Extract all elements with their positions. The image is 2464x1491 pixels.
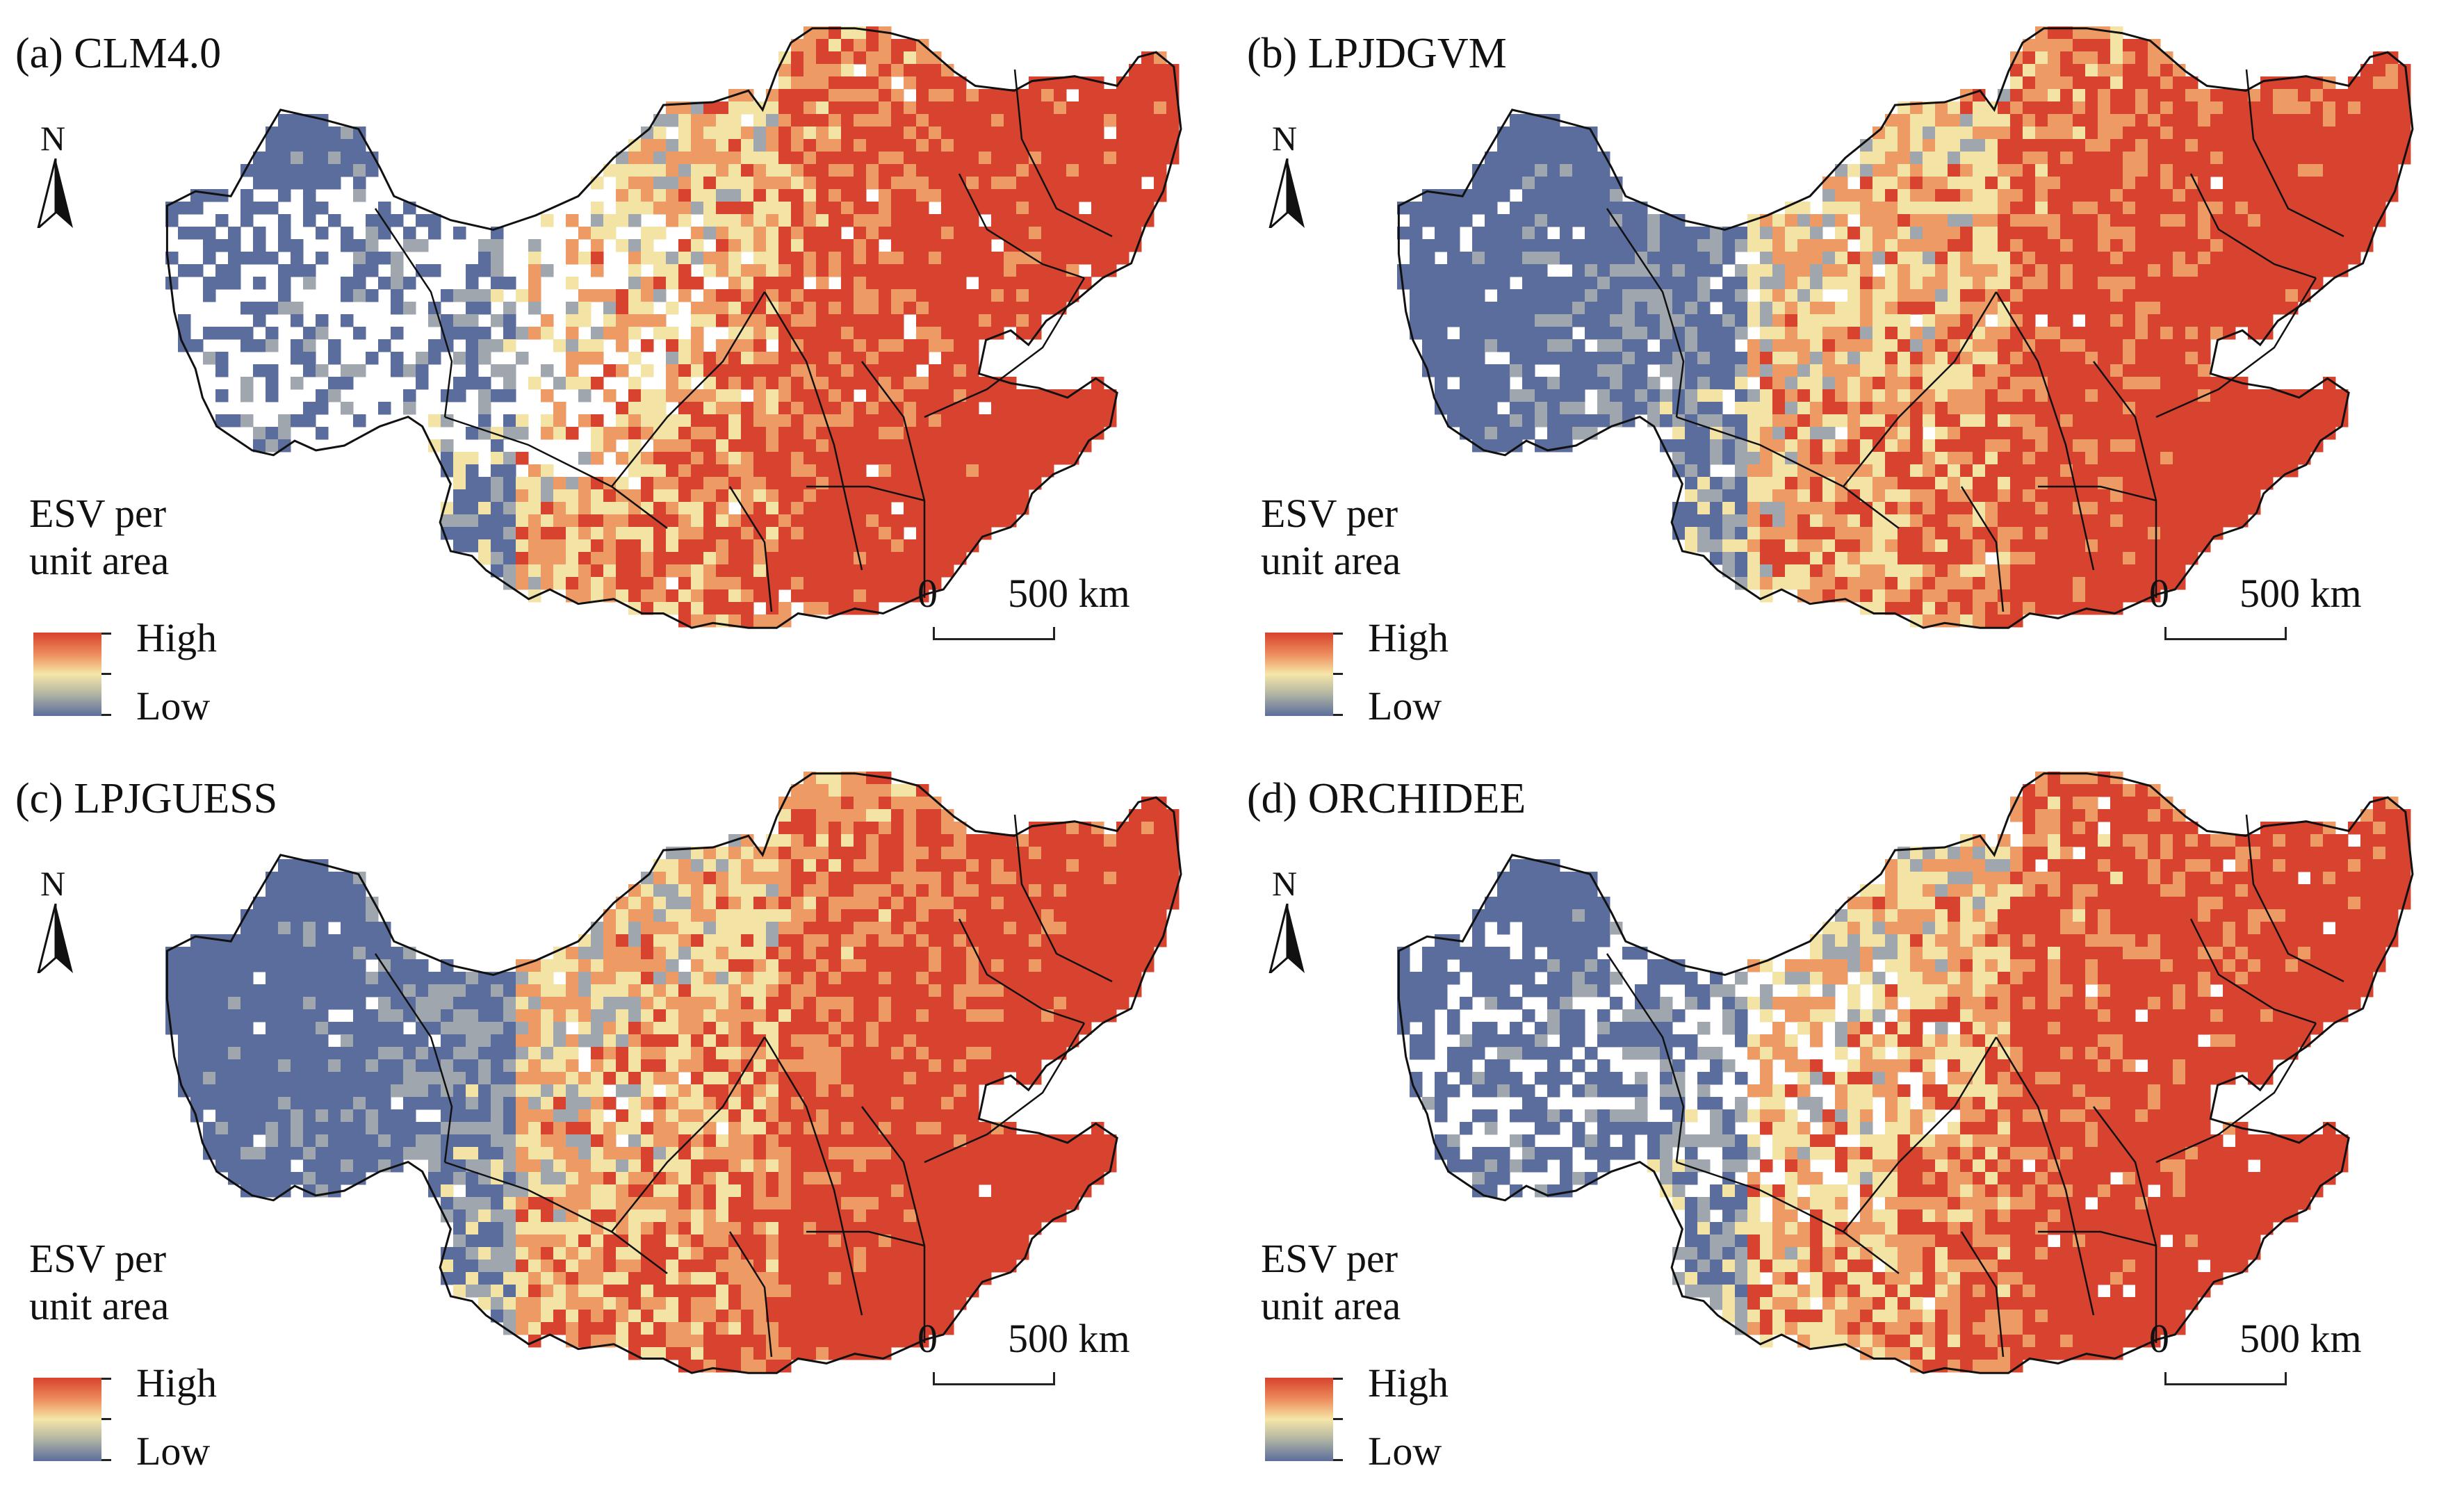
legend-title-line2: unit area	[1261, 538, 1401, 583]
north-letter: N	[1272, 864, 1298, 903]
scale-zero: 0	[2149, 571, 2169, 616]
legend-high-label: High	[1368, 615, 1449, 660]
panel-title: (b) LPJDGVM	[1247, 30, 1507, 77]
province-boundaries	[374, 69, 1113, 612]
panel-c: (c) LPJGUESS N ESV per unit area High Lo…	[0, 745, 1232, 1490]
raster-cells	[1397, 772, 2411, 1373]
panel-title: (a) CLM4.0	[15, 30, 222, 77]
scale-zero: 0	[917, 1316, 938, 1361]
legend-ticks	[101, 1378, 115, 1461]
legend-color-ramp	[1265, 1378, 1333, 1461]
scale-bar: 0 500 km	[917, 570, 1154, 640]
panel-d: (d) ORCHIDEE N ESV per unit area High Lo…	[1232, 745, 2463, 1490]
legend-ticks	[1333, 633, 1347, 716]
panel-b: (b) LPJDGVM N ESV per unit area High Low…	[1232, 0, 2463, 745]
legend-title: ESV per unit area	[1261, 490, 1401, 585]
scale-bar-line	[2164, 1372, 2287, 1385]
map-d	[1397, 772, 2414, 1374]
legend-title-line1: ESV per	[29, 1236, 167, 1281]
scale-bar-line	[933, 1372, 1055, 1385]
region-outline	[165, 772, 1182, 1374]
scale-zero: 0	[917, 571, 938, 616]
scale-zero: 0	[2149, 1316, 2169, 1361]
legend-title: ESV per unit area	[29, 490, 169, 585]
legend-ticks	[101, 633, 115, 716]
legend-low-label: Low	[136, 1428, 211, 1474]
legend-title: ESV per unit area	[29, 1235, 169, 1330]
legend-title-line1: ESV per	[1261, 1236, 1398, 1281]
province-boundaries	[374, 814, 1113, 1358]
scale-bar-line	[2164, 627, 2287, 640]
scale-length: 500 km	[2239, 571, 2362, 616]
legend-low-label: Low	[1368, 683, 1442, 728]
legend-title-line1: ESV per	[29, 491, 167, 536]
legend-high-label: High	[136, 615, 217, 660]
province-boundaries	[1606, 814, 2344, 1358]
north-letter: N	[1272, 119, 1298, 158]
province-boundaries	[1606, 69, 2344, 612]
scale-bar: 0 500 km	[2149, 1315, 2385, 1385]
scale-bar: 0 500 km	[2149, 570, 2385, 640]
legend-ticks	[1333, 1378, 1347, 1461]
region-outline	[1397, 772, 2414, 1374]
map-b	[1397, 26, 2414, 629]
legend-color-ramp	[33, 1378, 101, 1461]
raster-cells	[165, 772, 1180, 1373]
north-arrow-icon: N	[28, 118, 83, 229]
map-a	[165, 26, 1182, 629]
scale-length: 500 km	[1008, 1316, 1130, 1361]
raster-cells	[1397, 26, 2411, 628]
region-outline	[1397, 27, 2414, 629]
legend-title-line2: unit area	[29, 1283, 170, 1328]
north-arrow-icon: N	[1259, 863, 1315, 975]
panel-title: (c) LPJGUESS	[15, 775, 278, 822]
scale-length: 500 km	[2239, 1316, 2362, 1361]
legend-title-line1: ESV per	[1261, 491, 1398, 536]
panel-title: (d) ORCHIDEE	[1247, 775, 1526, 822]
scale-length: 500 km	[1008, 571, 1130, 616]
legend-color-ramp	[1265, 633, 1333, 716]
legend-high-label: High	[136, 1360, 217, 1406]
north-arrow-icon: N	[1259, 118, 1315, 229]
legend-low-label: Low	[136, 683, 211, 728]
scale-bar-line	[933, 627, 1055, 640]
north-letter: N	[40, 864, 66, 903]
legend-title: ESV per unit area	[1261, 1235, 1401, 1330]
legend-low-label: Low	[1368, 1428, 1442, 1474]
legend-title-line2: unit area	[1261, 1283, 1401, 1328]
north-arrow-icon: N	[28, 863, 83, 975]
legend-title-line2: unit area	[29, 538, 170, 583]
north-letter: N	[40, 119, 66, 158]
legend-high-label: High	[1368, 1360, 1449, 1406]
scale-bar: 0 500 km	[917, 1315, 1154, 1385]
map-c	[165, 772, 1182, 1374]
region-outline	[165, 27, 1182, 629]
panel-a: (a) CLM4.0 N ESV per unit area High Low …	[0, 0, 1232, 745]
legend-color-ramp	[33, 633, 101, 716]
raster-cells	[165, 26, 1180, 628]
